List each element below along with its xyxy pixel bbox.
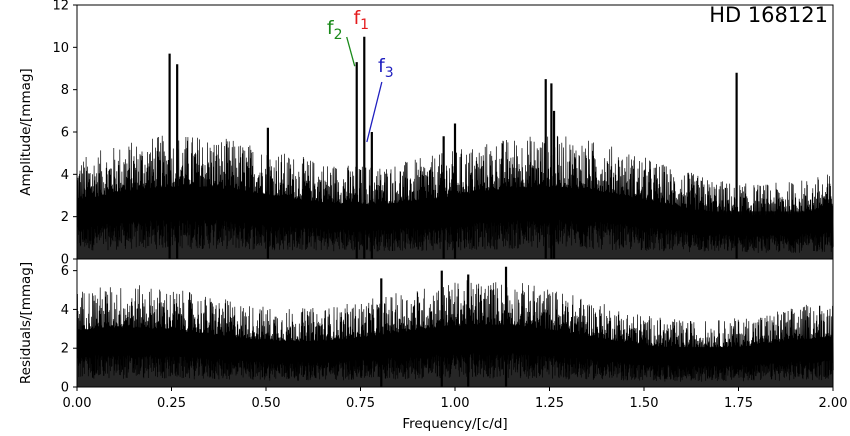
x-axis-ticks: 0.00 0.25 0.50 0.75 1.00 1.25 1.50 1.75 2.00 [63, 387, 848, 411]
amplitude-y-ticks: 0 2 4 6 8 10 12 [52, 0, 77, 268]
amplitude-y-tick-label: 6 [61, 126, 69, 141]
residuals-y-tick-label: 4 [61, 303, 69, 318]
amplitude-y-tick-label: 10 [52, 41, 69, 56]
annotation-f3-leader [366, 81, 383, 143]
amplitude-y-tick-label: 12 [52, 0, 69, 14]
residuals-y-tick-label: 2 [61, 342, 69, 357]
residuals-noise-band [77, 346, 833, 387]
x-tick-label: 1.25 [535, 396, 564, 411]
annotation-f2-leader [346, 36, 356, 67]
x-tick-label: 0.50 [252, 396, 281, 411]
x-tick-label: 1.00 [441, 396, 470, 411]
amplitude-y-tick-label: 4 [61, 168, 69, 183]
x-tick-label: 1.50 [630, 396, 659, 411]
amplitude-y-tick-label: 8 [61, 83, 69, 98]
annotation-f2: f2 [327, 17, 343, 43]
x-tick-label: 0.00 [63, 396, 92, 411]
residuals-y-tick-label: 0 [61, 381, 69, 396]
amplitude-y-tick-label: 2 [61, 210, 69, 225]
residuals-y-ticks: 0 2 4 6 [61, 264, 77, 396]
amplitude-y-tick-label: 0 [61, 253, 69, 268]
x-axis-label: Frequency/[c/d] [402, 416, 507, 432]
frequency-annotations: f1 f2 f3 [327, 7, 394, 143]
x-tick-label: 1.75 [724, 396, 753, 411]
x-tick-label: 0.25 [157, 396, 186, 411]
annotation-f3: f3 [378, 55, 394, 81]
residuals-y-axis-label: Residuals/[mmag] [18, 262, 34, 384]
chart-title: HD 168121 [709, 3, 828, 27]
residuals-panel: 0 2 4 6 0.00 0.25 0.50 0.75 1.00 1.25 1.50 1.75 2.0… [18, 258, 848, 432]
annotation-f1: f1 [353, 7, 369, 33]
residuals-peaks [380, 266, 508, 387]
x-tick-label: 2.00 [819, 396, 848, 411]
amplitude-peaks [168, 36, 738, 259]
amplitude-y-axis-label: Amplitude/[mmag] [18, 68, 34, 195]
residuals-spectrum [76, 280, 834, 387]
x-tick-label: 0.75 [346, 396, 375, 411]
residuals-y-tick-label: 6 [61, 264, 69, 279]
